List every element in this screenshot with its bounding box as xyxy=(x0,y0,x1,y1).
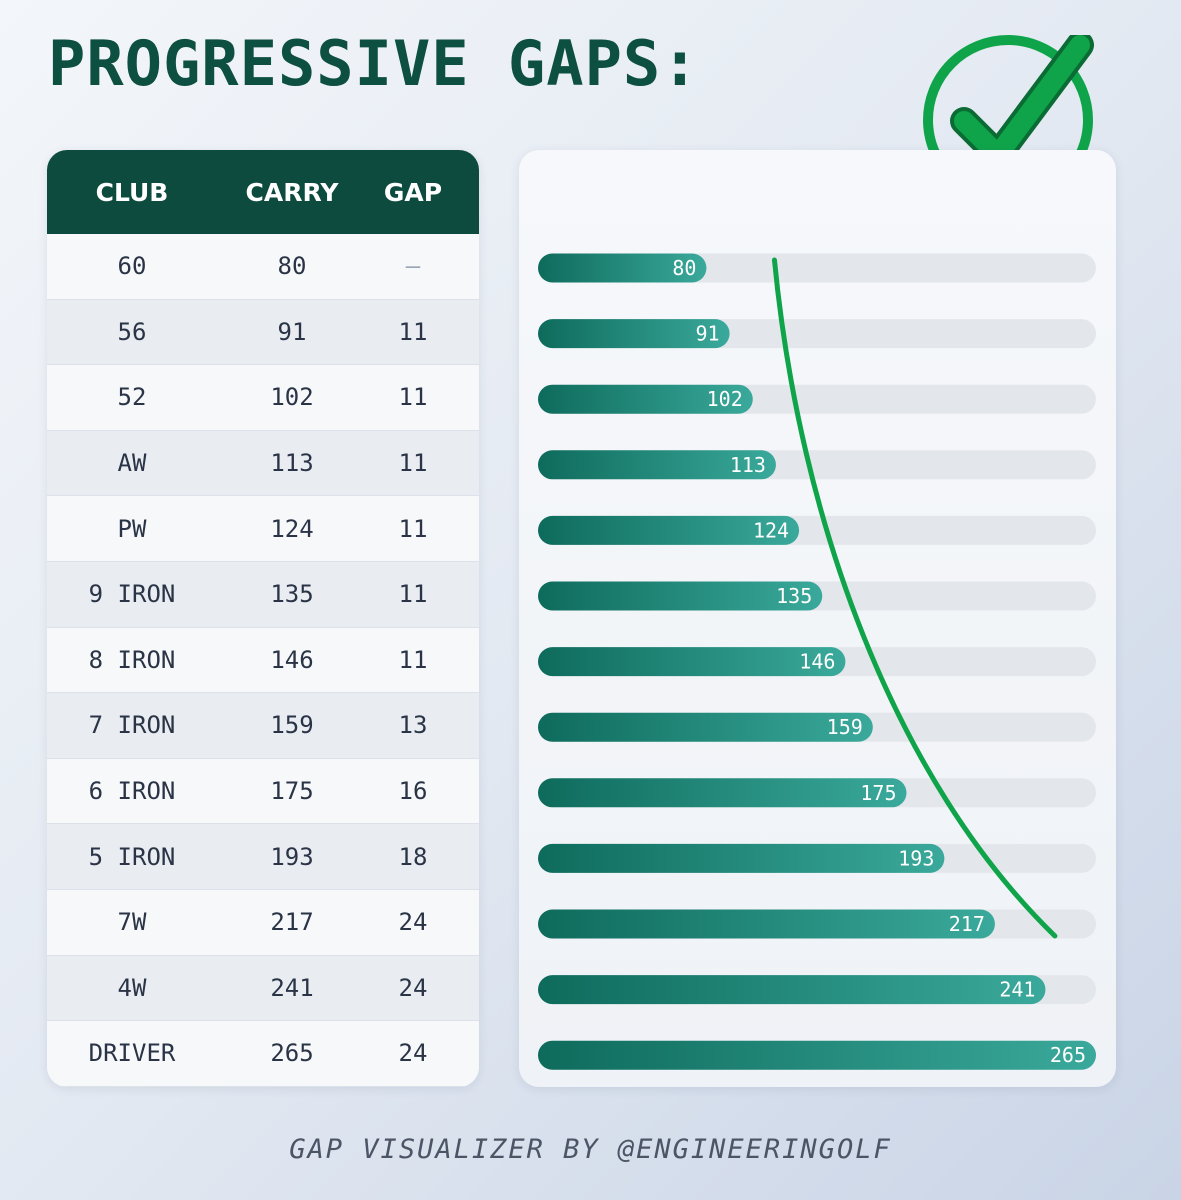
cell-club: 60 xyxy=(117,252,147,281)
cell-gap: 11 xyxy=(398,645,428,674)
carry-bar-chart: 80 91 102 113 124 135 146 159 175 193 217 241 265 xyxy=(538,253,1096,1070)
cell-carry: 241 xyxy=(270,973,314,1002)
table-body: 60 80 — 56 91 11 52 102 11 AW 113 11 PW 124 11 9 IRON 13… xyxy=(47,234,479,1087)
table-row: 7W 217 24 xyxy=(47,889,479,956)
cell-club: 7W xyxy=(117,908,147,937)
cell-club: AW xyxy=(117,449,147,478)
table-row: 56 91 11 xyxy=(47,299,479,366)
bar xyxy=(538,778,907,808)
cell-carry: 217 xyxy=(270,908,314,937)
cell-gap: 24 xyxy=(398,908,428,937)
cell-carry: 135 xyxy=(270,580,314,609)
table-row: 9 IRON 135 11 xyxy=(47,561,479,628)
cell-gap: 24 xyxy=(398,1039,428,1068)
cell-carry: 193 xyxy=(270,842,314,871)
table-row: AW 113 11 xyxy=(47,430,479,497)
bar xyxy=(538,975,1046,1005)
cell-gap: 16 xyxy=(398,777,428,806)
bar xyxy=(538,843,945,873)
cell-gap: 24 xyxy=(398,973,428,1002)
cell-club: 52 xyxy=(117,383,147,412)
table-row: 4W 241 24 xyxy=(47,955,479,1022)
header-club: CLUB xyxy=(95,177,169,207)
cell-carry: 146 xyxy=(270,645,314,674)
cell-club: 56 xyxy=(117,317,147,346)
bar xyxy=(538,384,753,414)
cell-carry: 102 xyxy=(270,383,314,412)
table-row: PW 124 11 xyxy=(47,496,479,562)
bar-value-label: 159 xyxy=(827,715,863,739)
bar xyxy=(538,319,730,349)
footer-credit: GAP VISUALIZER BY @ENGINEERINGOLF xyxy=(289,1134,892,1165)
header-carry: CARRY xyxy=(245,177,339,207)
cell-gap: 11 xyxy=(398,317,428,346)
cell-gap: 11 xyxy=(398,580,428,609)
table-row: 8 IRON 146 11 xyxy=(47,627,479,694)
table-row: 7 IRON 159 13 xyxy=(47,693,479,759)
bar-value-label: 217 xyxy=(949,912,985,936)
cell-gap: 18 xyxy=(398,842,428,871)
bar xyxy=(538,515,800,545)
bar-value-label: 91 xyxy=(696,322,720,346)
page-title: PROGRESSIVE GAPS: xyxy=(48,27,700,100)
club-table: CLUB CARRY GAP 60 80 — 56 91 11 52 102 11 AW 113 11… xyxy=(47,150,479,1087)
bar xyxy=(538,909,995,939)
chart-panel: 80 91 102 113 124 135 146 159 175 193 217 241 265 xyxy=(519,150,1116,1087)
cell-carry: 91 xyxy=(277,317,307,346)
table-row: 52 102 11 xyxy=(47,365,479,431)
bar-value-label: 124 xyxy=(753,518,789,542)
bar-value-label: 113 xyxy=(730,453,766,477)
cell-club: 9 IRON xyxy=(88,580,176,609)
table-row: 5 IRON 193 18 xyxy=(47,824,479,890)
table-row: 60 80 — xyxy=(47,234,479,300)
bar-value-label: 193 xyxy=(898,846,934,870)
header-gap: GAP xyxy=(383,177,443,207)
bar-value-label: 135 xyxy=(776,584,812,608)
bar-value-label: 102 xyxy=(707,387,743,411)
table-header: CLUB CARRY GAP xyxy=(47,150,479,234)
cell-gap: 11 xyxy=(398,383,428,412)
cell-club: PW xyxy=(117,514,147,543)
bar xyxy=(538,647,846,677)
bar-value-label: 175 xyxy=(860,781,896,805)
cell-gap: 11 xyxy=(398,449,428,478)
bar-value-label: 80 xyxy=(672,256,696,280)
table-row: 6 IRON 175 16 xyxy=(47,758,479,825)
bar xyxy=(538,712,873,742)
bar xyxy=(538,1040,1096,1070)
bar-value-label: 146 xyxy=(799,650,835,674)
cell-carry: 113 xyxy=(270,449,314,478)
trend-curve xyxy=(771,257,1058,939)
cell-gap: 11 xyxy=(398,514,428,543)
bar-value-label: 241 xyxy=(999,978,1035,1002)
cell-club: 6 IRON xyxy=(88,777,176,806)
cell-club: DRIVER xyxy=(88,1039,176,1068)
cell-carry: 124 xyxy=(270,514,314,543)
bar xyxy=(538,450,776,480)
cell-gap: — xyxy=(405,252,421,281)
table-row: DRIVER 265 24 xyxy=(47,1021,479,1087)
cell-carry: 80 xyxy=(277,252,307,281)
cell-club: 5 IRON xyxy=(88,842,176,871)
bar xyxy=(538,253,707,283)
bar xyxy=(538,581,823,611)
cell-club: 8 IRON xyxy=(88,645,176,674)
cell-carry: 159 xyxy=(270,711,314,740)
cell-carry: 265 xyxy=(270,1039,314,1068)
bar-value-label: 265 xyxy=(1050,1043,1086,1067)
cell-club: 4W xyxy=(117,973,147,1002)
cell-carry: 175 xyxy=(270,777,314,806)
cell-club: 7 IRON xyxy=(88,711,176,740)
cell-gap: 13 xyxy=(398,711,428,740)
